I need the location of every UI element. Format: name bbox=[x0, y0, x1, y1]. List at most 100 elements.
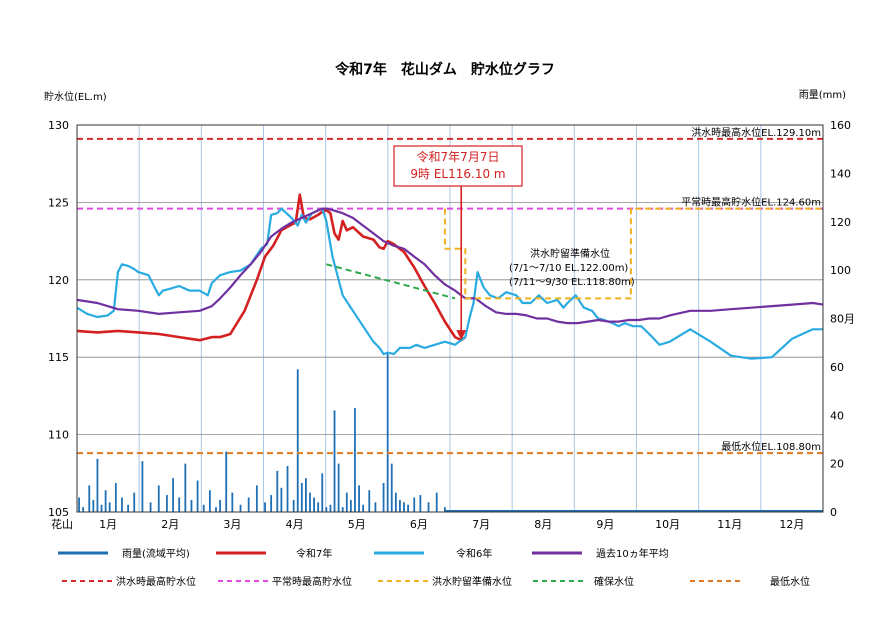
rainfall-bar bbox=[276, 470, 279, 512]
legend-label: 洪水時最高貯水位 bbox=[116, 575, 196, 588]
rainfall-bar bbox=[114, 482, 117, 512]
rainfall-bar bbox=[358, 485, 360, 512]
reference-label: 最低水位EL.108.80m bbox=[721, 440, 821, 453]
y-tick-label-left: 105 bbox=[48, 506, 69, 519]
rainfall-bar bbox=[349, 499, 352, 512]
callout-line1: 令和7年7月7日 bbox=[417, 149, 500, 164]
legend-label: 過去10ヵ年平均 bbox=[596, 547, 669, 560]
rainfall-bar bbox=[427, 502, 430, 512]
x-tick-label: 5月 bbox=[348, 518, 366, 531]
flood-prep-line2: (7/11～9/30 EL.118.80m) bbox=[509, 277, 635, 288]
rainfall-bar bbox=[78, 497, 80, 512]
reference-label: 平常時最高貯水位EL.124.60m bbox=[681, 196, 821, 209]
callout-box bbox=[393, 145, 523, 187]
rainfall-bar bbox=[333, 410, 336, 512]
x-tick-label: 1月 bbox=[99, 518, 117, 531]
rainfall-bar bbox=[390, 463, 393, 512]
rainfall-bar bbox=[270, 495, 273, 512]
legend-label: 洪水貯留準備水位 bbox=[432, 575, 512, 588]
rainfall-bar bbox=[300, 482, 303, 512]
y-tick-label-right: 160 bbox=[830, 119, 851, 132]
callout: 令和7年7月7日 9時 EL116.10 m bbox=[393, 145, 523, 341]
y-tick-label-left: 125 bbox=[48, 196, 69, 209]
chart-title: 令和7年 花山ダム 貯水位グラフ bbox=[334, 61, 555, 78]
y-axis-right-label: 雨量(mm) bbox=[799, 89, 846, 101]
y-axis-left-label: 貯水位(EL.m) bbox=[44, 90, 107, 103]
rainfall-bar bbox=[178, 497, 181, 512]
rainfall-bar bbox=[296, 369, 299, 512]
rainfall-bar bbox=[127, 504, 129, 512]
y-tick-label-right: 120 bbox=[830, 216, 851, 229]
legend-label: 平常時最高貯水位 bbox=[272, 575, 352, 588]
rainfall-bar bbox=[329, 504, 332, 512]
rainfall-bar bbox=[321, 473, 324, 512]
rainfall-bar bbox=[354, 407, 356, 512]
rainfall-bar bbox=[407, 504, 410, 512]
series-lines bbox=[76, 193, 824, 360]
grid-layer bbox=[77, 125, 823, 512]
rainfall-bar bbox=[325, 507, 328, 512]
x-tick-label: 3月 bbox=[223, 518, 241, 531]
x-tick-label: 2月 bbox=[161, 518, 179, 531]
y-tick-label-right: 80月 bbox=[830, 313, 855, 326]
x-tick-label: 11月 bbox=[717, 518, 742, 531]
rainfall-bar bbox=[133, 492, 136, 512]
series-line bbox=[76, 207, 824, 325]
rainfall-bar bbox=[141, 461, 144, 512]
series-line bbox=[76, 207, 823, 360]
y-tick-label-left: 110 bbox=[48, 429, 69, 442]
x-tick-label: 12月 bbox=[779, 518, 804, 531]
reference-labels: 洪水時最高水位EL.129.10m 平常時最高貯水位EL.124.60m 最低水位E… bbox=[681, 126, 821, 453]
rainfall-bar bbox=[149, 502, 152, 512]
y-tick-label-right: 20 bbox=[830, 458, 844, 471]
rainfall-bar bbox=[413, 497, 416, 512]
rainfall-bar bbox=[345, 492, 348, 512]
rainfall-bar bbox=[419, 495, 422, 512]
x-tick-label: 8月 bbox=[534, 518, 552, 531]
rainfall-bar bbox=[196, 480, 199, 512]
rainfall-bar bbox=[386, 352, 389, 512]
rainfall-bar bbox=[225, 451, 228, 512]
y-tick-label-right: 40 bbox=[830, 409, 844, 422]
rainfall-bar bbox=[208, 490, 211, 512]
rainfall-bar bbox=[264, 502, 266, 512]
plot-frame bbox=[76, 124, 824, 513]
axis-ticks: 105 110 115 120 125 130 0 20 40 60 80月 100 120 140 160… bbox=[48, 119, 855, 531]
rainfall-bar bbox=[403, 502, 405, 512]
y-tick-label-right: 140 bbox=[830, 167, 851, 180]
rainfall-bar bbox=[166, 495, 168, 512]
x-tick-label: 7月 bbox=[472, 518, 490, 531]
rainfall-bar bbox=[305, 478, 307, 512]
legend-label: 確保水位 bbox=[594, 575, 634, 588]
y-tick-label-right: 100 bbox=[830, 264, 851, 277]
rainfall-bar bbox=[184, 463, 187, 512]
rainfall-bar bbox=[313, 497, 315, 512]
rainfall-bar bbox=[382, 482, 385, 512]
rainfall-bar bbox=[435, 492, 438, 512]
rainfall-bar bbox=[362, 504, 365, 512]
rainfall-bar bbox=[394, 492, 397, 512]
series-line bbox=[326, 263, 456, 300]
legend-label: 令和6年 bbox=[456, 547, 492, 560]
legend-label: 令和7年 bbox=[296, 547, 332, 560]
rainfall-bar bbox=[368, 490, 371, 512]
rainfall-bar bbox=[280, 487, 283, 512]
rainfall-bar bbox=[219, 499, 221, 512]
y-tick-label-right: 0 bbox=[830, 506, 837, 519]
rainfall-bar bbox=[286, 466, 289, 512]
rainfall-bar bbox=[247, 497, 250, 512]
rainfall-bar bbox=[190, 499, 193, 512]
callout-arrowhead bbox=[456, 330, 467, 341]
rainfall-bar bbox=[309, 492, 311, 512]
legend-label: 雨量(流域平均) bbox=[122, 547, 190, 560]
rainfall-bar bbox=[88, 485, 91, 512]
rainfall-bar bbox=[443, 507, 446, 512]
flood-prep-title: 洪水貯留準備水位 bbox=[530, 247, 610, 260]
flood-prep-line1: (7/1～7/10 EL.122.00m) bbox=[509, 263, 628, 274]
rainfall-bar bbox=[292, 499, 295, 512]
x-tick-label: 4月 bbox=[286, 518, 304, 531]
rainfall-bar bbox=[104, 490, 107, 512]
rainfall-bar bbox=[341, 507, 344, 512]
